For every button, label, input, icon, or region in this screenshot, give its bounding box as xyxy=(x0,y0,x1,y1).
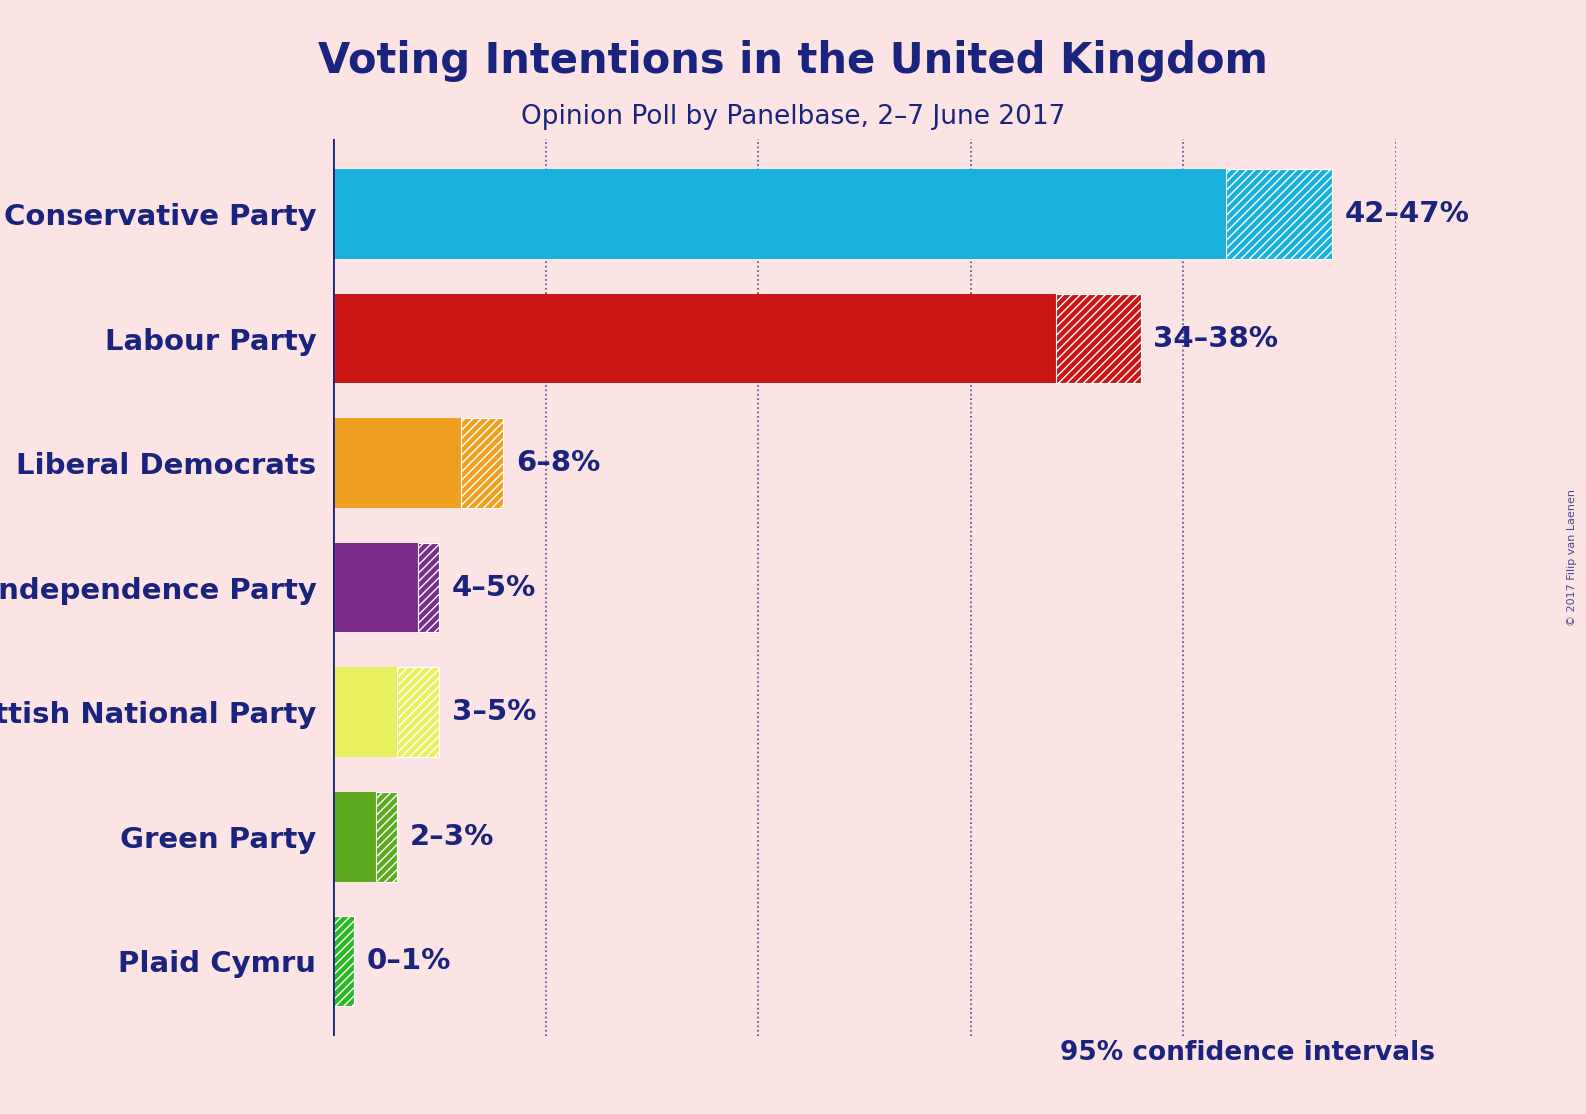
Bar xyxy=(333,294,1056,383)
Text: 2–3%: 2–3% xyxy=(409,823,493,851)
Bar xyxy=(419,543,439,633)
Text: 95% confidence intervals: 95% confidence intervals xyxy=(1061,1039,1435,1066)
Bar xyxy=(333,169,1226,258)
Text: 0–1%: 0–1% xyxy=(366,947,452,975)
Bar xyxy=(1056,294,1140,383)
Bar xyxy=(333,667,396,758)
Text: 34–38%: 34–38% xyxy=(1153,324,1278,352)
Bar xyxy=(333,543,419,633)
Bar xyxy=(333,792,376,881)
Bar xyxy=(460,418,503,508)
Text: Voting Intentions in the United Kingdom: Voting Intentions in the United Kingdom xyxy=(319,40,1267,82)
Bar xyxy=(1226,169,1332,258)
Text: 4–5%: 4–5% xyxy=(452,574,536,602)
Bar xyxy=(333,418,460,508)
Text: 3–5%: 3–5% xyxy=(452,698,536,726)
Text: Opinion Poll by Panelbase, 2–7 June 2017: Opinion Poll by Panelbase, 2–7 June 2017 xyxy=(520,104,1066,130)
Text: © 2017 Filip van Laenen: © 2017 Filip van Laenen xyxy=(1567,489,1576,625)
Text: 42–47%: 42–47% xyxy=(1345,201,1470,228)
Bar xyxy=(376,792,396,881)
Text: 6–8%: 6–8% xyxy=(515,449,600,477)
Bar xyxy=(396,667,439,758)
Bar xyxy=(333,917,354,1006)
